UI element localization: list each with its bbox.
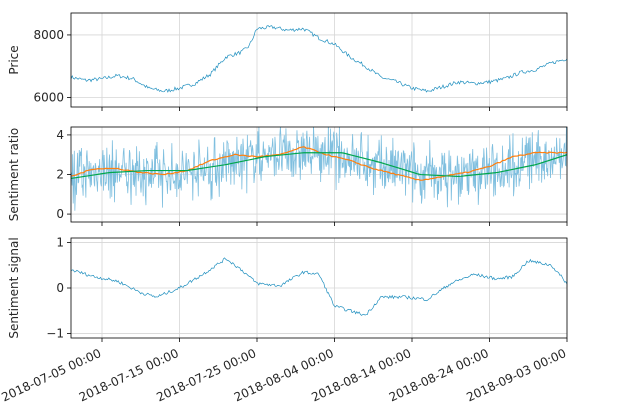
y-axis-label: Sentiment signal [7, 237, 21, 338]
y-tick-label: 6000 [33, 91, 64, 105]
panel-1: 6000 8000 Price [7, 12, 568, 111]
series-line-1 [71, 257, 567, 316]
y-tick-label: 1 [56, 236, 64, 250]
plot-frame [70, 237, 568, 339]
series-line-1 [71, 25, 567, 93]
y-tick-label: 8000 [33, 28, 64, 42]
y-tick-label: −1 [46, 326, 64, 340]
panel-2: 0 2 4 Sentiment ratio [7, 126, 568, 226]
series-line-ratio-raw [71, 127, 567, 211]
y-tick-label: 2 [56, 168, 64, 182]
y-axis-label: Price [7, 45, 21, 74]
y-tick-label: 0 [56, 281, 64, 295]
y-tick-label: 4 [56, 128, 64, 142]
y-axis-label: Sentiment ratio [7, 128, 21, 222]
plot-frame [70, 126, 568, 223]
y-tick-label: 0 [56, 207, 64, 221]
plot-frame [70, 12, 568, 108]
series-line-3 [71, 152, 567, 180]
